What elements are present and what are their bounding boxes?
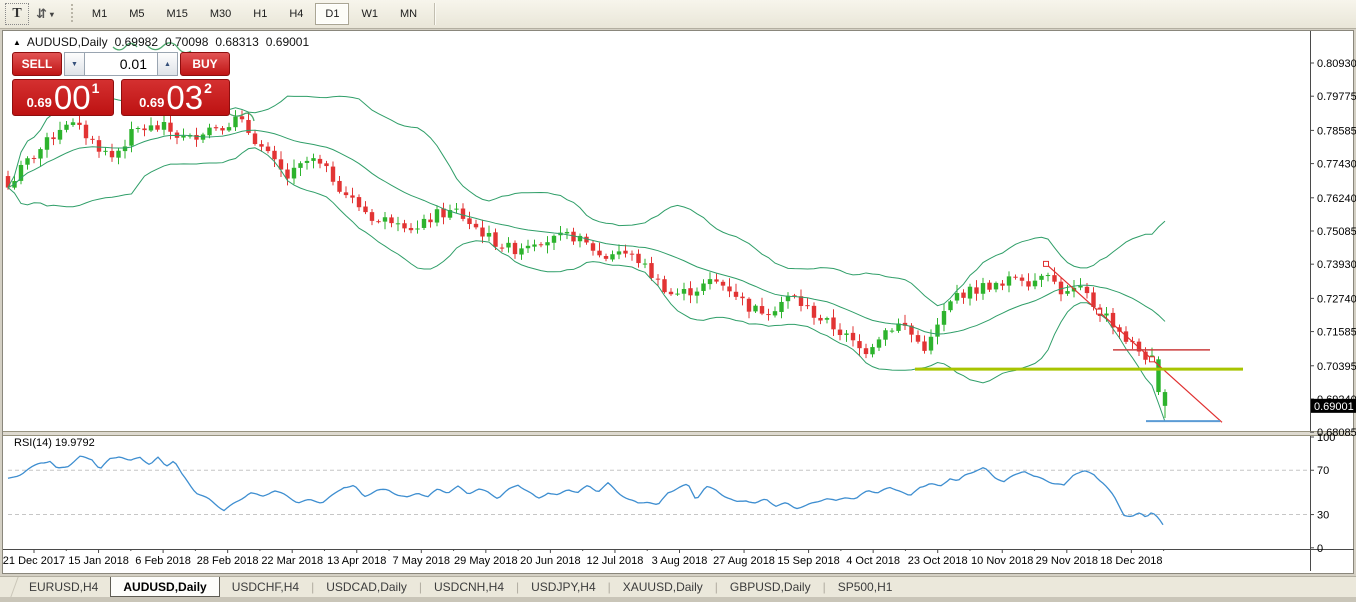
- buy-price-box[interactable]: 0.69 03 2: [121, 79, 230, 116]
- tab-separator: |: [311, 580, 315, 594]
- timeframe-button-m5[interactable]: M5: [119, 3, 154, 25]
- buy-price-pip-digit: 2: [204, 80, 212, 96]
- window-bottom-edge: [0, 597, 1356, 602]
- volume-input[interactable]: 0.01: [85, 52, 157, 76]
- chart-tabs-bar: EURUSD,H4 AUDUSD,Daily USDCHF,H4 | USDCAD,Da…: [0, 576, 1356, 597]
- sell-price-box[interactable]: 0.69 00 1: [12, 79, 114, 116]
- symbol-period-label: AUDUSD,Daily: [26, 35, 108, 49]
- volume-increase-button[interactable]: ▲: [157, 52, 178, 76]
- close-price-label: 0.69001: [265, 35, 310, 49]
- cursor-tool-button[interactable]: ⇵ ▾: [29, 3, 61, 25]
- timeframe-toolbar: M1 M5 M15 M30 H1 H4 D1 W1 MN: [81, 0, 428, 29]
- open-price-label: 0.69982: [114, 35, 158, 49]
- tab-usdjpy-h4[interactable]: USDJPY,H4: [531, 580, 596, 594]
- buy-price-prefix: 0.69: [139, 95, 165, 110]
- tab-separator: |: [516, 580, 520, 594]
- buy-price-big-digits: 03: [166, 78, 204, 116]
- tab-xauusd-daily[interactable]: XAUUSD,Daily: [622, 580, 703, 594]
- buy-button[interactable]: BUY: [180, 52, 230, 76]
- tab-separator: |: [714, 580, 718, 594]
- chevron-down-icon: ▾: [49, 9, 54, 19]
- tab-gbpusd-daily[interactable]: GBPUSD,Daily: [729, 580, 811, 594]
- timeframe-button-mn[interactable]: MN: [390, 3, 427, 25]
- volume-stepper: ▼ 0.01 ▲: [64, 52, 178, 76]
- top-toolbar: T ⇵ ▾ M1 M5 M15 M30 H1 H4 D1 W1 MN: [0, 0, 1356, 29]
- tab-usdchf-h4[interactable]: USDCHF,H4: [231, 580, 300, 594]
- timeframe-button-m1[interactable]: M1: [82, 3, 117, 25]
- high-price-label: 0.70098: [165, 35, 209, 49]
- tab-usdcad-daily[interactable]: USDCAD,Daily: [326, 580, 407, 594]
- timeframe-button-m15[interactable]: M15: [156, 3, 197, 25]
- tab-eurusd-h4[interactable]: EURUSD,H4: [29, 580, 99, 594]
- one-click-trading-panel: SELL ▼ 0.01 ▲ BUY 0.69 00 1 0.69 03 2: [12, 52, 230, 116]
- rsi-indicator-label: RSI(14) 19.9792: [14, 437, 95, 449]
- timeframe-button-h4[interactable]: H4: [279, 3, 313, 25]
- sell-button[interactable]: SELL: [12, 52, 62, 76]
- chart-title: ▲ AUDUSD,Daily 0.69982 0.70098 0.68313 0…: [13, 35, 309, 49]
- sell-price-pip-digit: 1: [91, 80, 100, 96]
- tab-bar-corner: [0, 577, 19, 597]
- sell-price-big-digits: 00: [53, 78, 91, 116]
- low-price-label: 0.68313: [215, 35, 259, 49]
- tab-usdcnh-h4[interactable]: USDCNH,H4: [434, 580, 505, 594]
- volume-decrease-button[interactable]: ▼: [64, 52, 85, 76]
- timeframe-button-h1[interactable]: H1: [243, 3, 277, 25]
- toolbar-separator: [434, 3, 437, 25]
- toolbar-grip: [68, 4, 75, 24]
- timeframe-button-w1[interactable]: W1: [351, 3, 388, 25]
- collapse-triangle-icon[interactable]: ▲: [13, 37, 21, 47]
- tab-sp500-h1[interactable]: SP500,H1: [837, 580, 893, 594]
- tab-separator: |: [418, 580, 422, 594]
- text-tool-button[interactable]: T: [5, 3, 29, 25]
- sort-arrows-icon: ⇵: [36, 6, 47, 22]
- timeframe-button-d1[interactable]: D1: [315, 3, 350, 25]
- tab-separator: |: [607, 580, 611, 594]
- sell-price-prefix: 0.69: [26, 95, 52, 110]
- tab-separator: |: [822, 580, 826, 594]
- timeframe-button-m30[interactable]: M30: [200, 3, 241, 25]
- tab-audusd-daily[interactable]: AUDUSD,Daily: [110, 577, 220, 597]
